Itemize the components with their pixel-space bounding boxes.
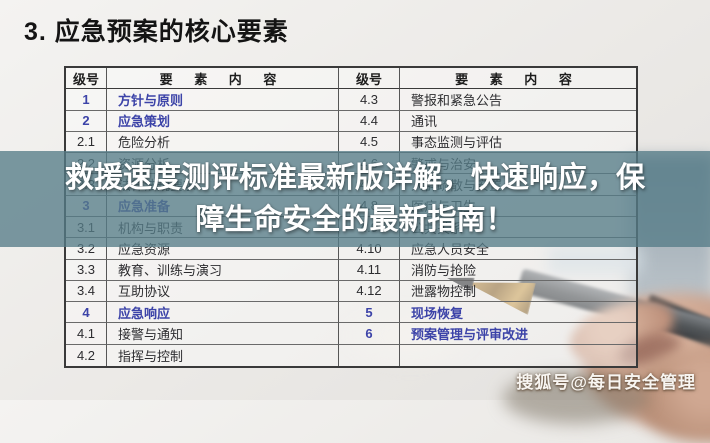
headline-overlay: 救援速度测评标准最新版详解，快速响应，保 障生命安全的最新指南！ (0, 151, 710, 247)
table-row-content: 接警与通知 (107, 323, 339, 345)
table-row-level: 4.3 (339, 89, 400, 111)
table-row-content: 现场恢复 (400, 302, 636, 324)
headline-line-1: 救援速度测评标准最新版详解，快速响应，保 (64, 162, 645, 194)
table-row-content: 互助协议 (107, 280, 339, 303)
table-row-level: 3.4 (66, 280, 107, 303)
table-row-content: 预案管理与评审改进 (400, 323, 636, 345)
table-row-level: 4 (66, 302, 107, 324)
table-row-content: 警报和紧急公告 (400, 89, 636, 111)
table-row-level: 1 (66, 89, 107, 111)
photo-blur-patch (333, 298, 488, 374)
table-row-content: 应急响应 (107, 302, 339, 324)
table-row-level: 4.11 (339, 259, 400, 281)
column-header-content: 要 素 内 容 (107, 68, 339, 90)
table-row-content: 泄露物控制 (400, 281, 636, 303)
table-row-content: 指挥与控制 (107, 344, 339, 366)
table-row-level: 5 (339, 302, 400, 324)
table-row-level: 4.2 (66, 344, 107, 366)
table-row-content: 事态监测与评估 (400, 132, 636, 154)
table-row-content (400, 345, 636, 366)
photo-background (548, 246, 644, 274)
table-row-level: 3.3 (66, 259, 107, 281)
table-row-level: 4.1 (66, 323, 107, 345)
column-header-level: 级号 (339, 68, 400, 90)
table-row-content: 方针与原则 (107, 89, 339, 111)
watermark: 搜狐号@每日安全管理 (516, 373, 696, 392)
table-row-level: 2 (66, 110, 107, 132)
column-header-content: 要 素 内 容 (400, 68, 636, 90)
table-row-level (339, 344, 400, 366)
table-row-level: 4.12 (339, 280, 400, 303)
headline-line-2: 障生命安全的最新指南！ (195, 204, 515, 236)
table-row-content: 教育、训练与演习 (107, 259, 339, 281)
table-row-level: 6 (339, 323, 400, 345)
table-row-content: 通讯 (400, 111, 636, 132)
table-row-content: 应急策划 (107, 110, 339, 132)
table-row-content: 消防与抢险 (400, 260, 636, 281)
table-row-level: 2.1 (66, 131, 107, 154)
page-title: 3. 应急预案的核心要素 (24, 18, 289, 46)
table-row-level: 4.5 (339, 131, 400, 154)
table-row-level: 4.4 (339, 110, 400, 132)
table-row-content: 危险分析 (107, 131, 339, 154)
column-header-level: 级号 (66, 68, 107, 90)
